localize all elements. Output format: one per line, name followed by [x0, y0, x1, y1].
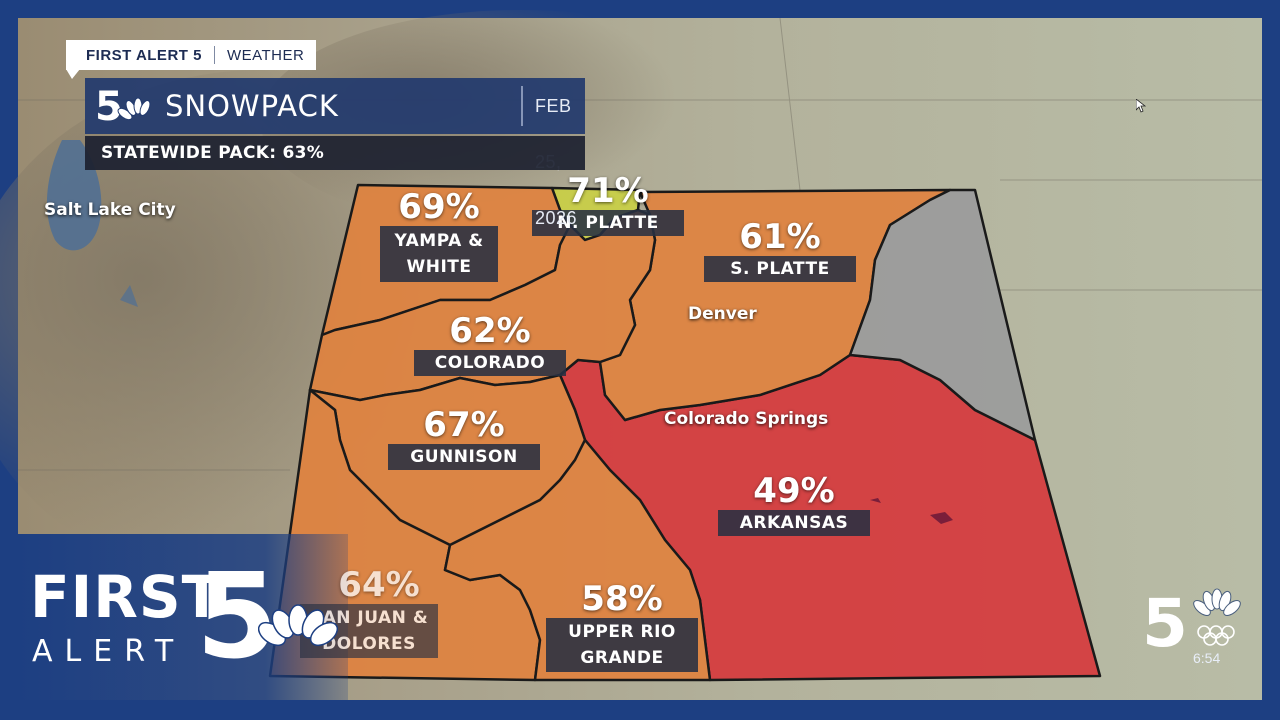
- region-pct: 71%: [567, 171, 649, 211]
- svg-text:5: 5: [1142, 586, 1188, 652]
- region-pct: 64%: [338, 565, 420, 605]
- region-label-south-platte: 61% S. PLATTE: [704, 218, 856, 282]
- top-tag-divider: [213, 46, 215, 64]
- first-alert-first: FIRST: [30, 563, 223, 631]
- tag-pointer: [66, 69, 80, 79]
- region-pct: 61%: [739, 217, 821, 257]
- region-label-colorado: 62% COLORADO: [414, 312, 566, 376]
- region-name: UPPER RIO GRANDE: [546, 618, 698, 672]
- city-label: Colorado Springs: [664, 409, 829, 429]
- region-name-line: COLORADO: [434, 353, 546, 373]
- region-pct: 49%: [753, 471, 835, 511]
- nbc5-logo-icon: 5: [95, 84, 151, 128]
- region-pct: 67%: [423, 405, 505, 445]
- region-pct: 62%: [449, 311, 531, 351]
- title-divider: [521, 86, 523, 126]
- region-label-yampa: 69% YAMPA & WHITE: [362, 188, 516, 282]
- region-name-line: GUNNISON: [410, 447, 518, 467]
- city-label: Denver: [688, 304, 757, 324]
- region-name-line: N. PLATTE: [557, 213, 659, 233]
- date-label: FEB 25, 2026: [535, 96, 578, 228]
- top-tag: FIRST ALERT 5 WEATHER: [66, 40, 316, 70]
- reservoir: [930, 512, 953, 524]
- region-pct: 69%: [398, 187, 480, 227]
- clock: 6:54: [1193, 650, 1221, 666]
- region-name-line: GRANDE: [580, 648, 664, 668]
- statewide-pack: STATEWIDE PACK: 63%: [85, 136, 585, 170]
- region-label-arkansas: 49% ARKANSAS: [718, 472, 870, 536]
- region-name-line: WHITE: [406, 257, 472, 277]
- region-label-upper-rio-grande: 58% UPPER RIO GRANDE: [546, 580, 698, 672]
- region-name-line: ARKANSAS: [739, 513, 849, 533]
- lake-small: [120, 285, 138, 307]
- region-name: S. PLATTE: [704, 256, 856, 282]
- region-pct: 58%: [581, 579, 663, 619]
- region-name-line: S. PLATTE: [730, 259, 830, 279]
- region-name: COLORADO: [414, 350, 566, 376]
- peacock-icon: [258, 604, 338, 647]
- region-label-north-platte: 71% N. PLATTE: [532, 172, 684, 236]
- city-label: Salt Lake City: [44, 200, 176, 220]
- first-alert-logo-numeral: 5: [196, 547, 279, 685]
- region-name-line: DOLORES: [322, 634, 416, 654]
- top-tag-section: WEATHER: [226, 46, 305, 64]
- region-name: ARKANSAS: [718, 510, 870, 536]
- region-name: N. PLATTE: [532, 210, 684, 236]
- state-boundary-lines: [18, 17, 1262, 471]
- region-name-line: SAN JUAN &: [309, 608, 429, 628]
- region-label-gunnison: 67% GUNNISON: [388, 406, 540, 470]
- reservoir: [870, 498, 881, 503]
- region-name: YAMPA & WHITE: [380, 226, 498, 282]
- first-alert-alert: ALERT: [32, 634, 186, 669]
- nbc5-olympics-bug-icon: 5: [1142, 586, 1241, 652]
- region-name-line: UPPER RIO: [568, 622, 676, 642]
- title-bar: 5 SNOWPACK FEB 25, 2026: [85, 78, 585, 228]
- svg-text:5: 5: [95, 84, 123, 128]
- mouse-cursor-icon: [1136, 99, 1146, 113]
- top-tag-brand: FIRST ALERT 5: [86, 46, 202, 64]
- page-title: SNOWPACK: [165, 89, 339, 123]
- basin-no-data: [848, 188, 1037, 442]
- region-name-line: YAMPA &: [394, 231, 484, 251]
- region-name: GUNNISON: [388, 444, 540, 470]
